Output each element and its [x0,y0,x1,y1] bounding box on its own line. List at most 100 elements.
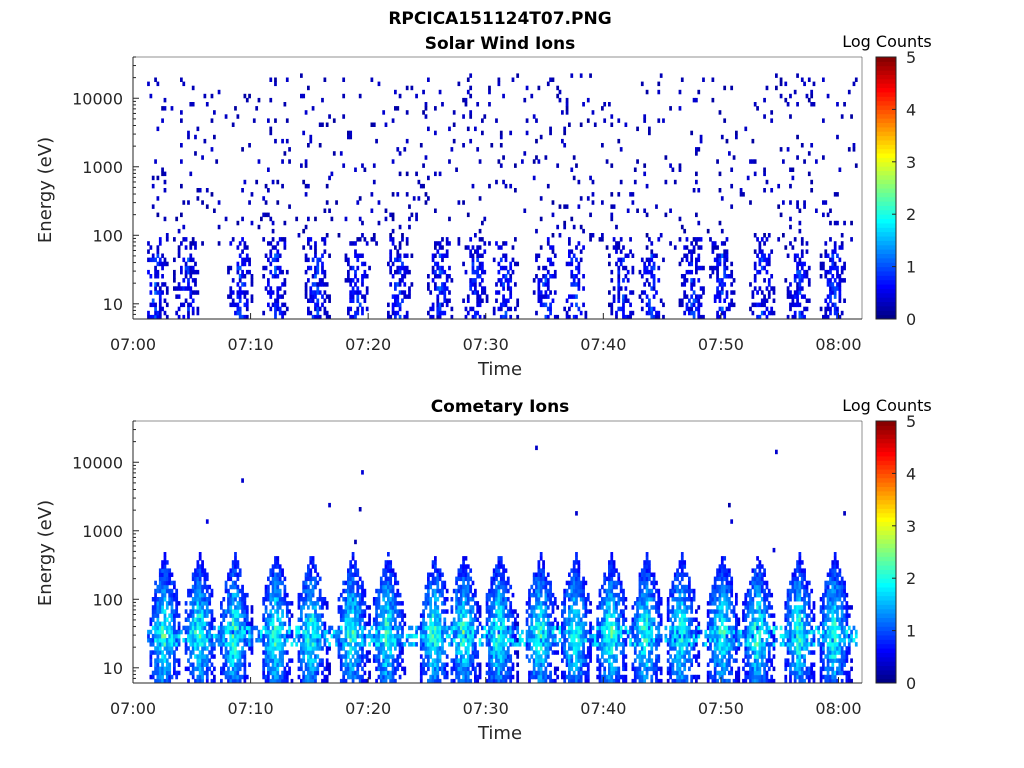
spectrogram-cell [434,638,437,643]
spectrogram-cell [267,588,270,594]
spectrogram-cell [342,588,346,594]
spectrogram-cell [278,568,282,573]
spectrogram-cell [236,662,240,667]
spectrogram-cell [201,592,204,598]
spectrogram-cell [198,666,202,672]
spectrogram-cell [424,629,428,635]
spectrogram-cell [382,597,386,602]
spectrogram-cell [151,609,155,614]
spectrogram-cell [490,609,494,614]
spectrogram-cell [469,625,473,631]
spectrogram-cell [347,609,350,614]
spectrogram-cell [767,310,771,316]
spectrogram-cell [431,592,435,598]
spectrogram-cell [196,605,200,610]
spectrogram-cell [427,625,430,631]
spectrogram-cell [445,588,449,594]
spectrogram-cell [829,282,832,287]
spectrogram-cell [161,274,164,279]
spectrogram-cell [546,638,550,643]
spectrogram-cell [429,572,433,577]
spectrogram-cell [154,306,157,312]
spectrogram-cell [836,269,839,275]
spectrogram-cell [563,617,567,622]
spectrogram-cell [222,629,226,635]
spectrogram-cell [506,666,510,672]
spectrogram-cell [161,670,164,676]
spectrogram-cell [307,278,310,283]
spectrogram-cell [241,269,244,275]
spectrogram-cell [323,310,327,316]
spectrogram-cell [276,601,280,606]
spectrogram-cell [158,261,162,267]
spectrogram-cell [356,310,360,316]
spectrogram-cell [356,572,360,577]
spectrogram-cell [163,633,167,639]
spectrogram-cell [836,102,839,107]
spectrogram-cell [236,629,240,635]
spectrogram-cell [502,666,505,672]
spectrogram-cell [201,674,204,680]
colorbar-tick-label: 3 [906,153,916,172]
spectrogram-cell [394,310,397,316]
spectrogram-cell [198,629,202,635]
spectrogram-cell [502,609,505,614]
spectrogram-cell [269,629,273,635]
spectrogram-cell [570,282,574,287]
spectrogram-cell [349,642,353,647]
spectrogram-cell [281,601,284,606]
spectrogram-cell [441,609,444,614]
spectrogram-cell [836,286,839,291]
spectrogram-cell [241,261,244,267]
spectrogram-cell [836,282,839,287]
spectrogram-cell [535,658,538,663]
spectrogram-cell [156,81,160,87]
spectrogram-cell [267,654,270,659]
spectrogram-cell [497,601,501,606]
spectrogram-cell [236,674,240,680]
spectrogram-cell [269,77,273,82]
spectrogram-cell [434,674,437,680]
spectrogram-cell [255,638,259,643]
spectrogram-cell [791,294,795,299]
spectrogram-cell [436,241,440,246]
spectrogram-cell [537,278,541,283]
spectrogram-cell [688,298,691,303]
spectrogram-cell [459,654,463,659]
spectrogram-cell [201,609,204,614]
spectrogram-cell [805,274,809,279]
spectrogram-cell [354,629,357,635]
spectrogram-cell [328,646,331,651]
spectrogram-cell [234,625,237,631]
spectrogram-cell [363,621,367,627]
spectrogram-cell [422,183,425,189]
spectrogram-cell [177,245,181,250]
spectrogram-cell [187,269,190,275]
spectrogram-cell [422,609,425,614]
spectrogram-cell [459,642,463,647]
spectrogram-cell [389,662,393,667]
spectrogram-cell [436,274,440,279]
spectrogram-cell [267,642,270,647]
spectrogram-cell [476,269,480,275]
spectrogram-cell [537,290,541,295]
spectrogram-cell [394,642,397,647]
spectrogram-cell [800,286,804,291]
spectrogram-cell [358,597,362,602]
spectrogram-cell [205,188,209,193]
spectrogram-cell [403,642,407,647]
spectrogram-cell [281,633,284,639]
spectrogram-cell [448,633,451,639]
spectrogram-cell [180,629,183,635]
spectrogram-cell [267,638,270,643]
spectrogram-cell [782,233,785,238]
spectrogram-cell [530,629,534,635]
spectrogram-cell [476,605,480,610]
spectrogram-cell [191,265,195,271]
spectrogram-cell [154,666,157,672]
spectrogram-cell [537,642,541,647]
spectrogram-cell [441,265,444,271]
spectrogram-cell [309,572,313,577]
spectrogram-cell [690,310,694,316]
spectrogram-cell [405,265,409,271]
